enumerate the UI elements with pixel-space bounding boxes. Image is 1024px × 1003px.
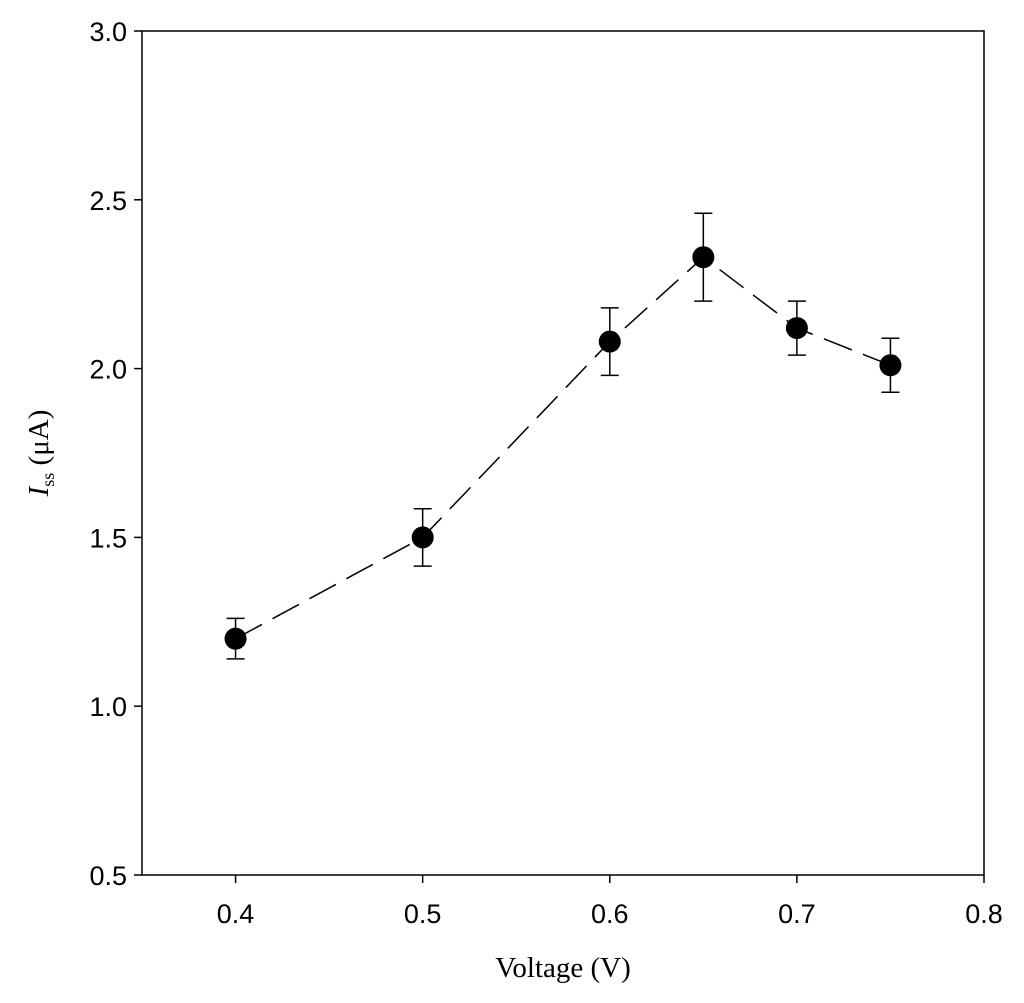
y-axis-unit: (μA) [23, 410, 55, 473]
y-tick-label: 0.5 [89, 861, 127, 891]
y-tick-label: 1.0 [89, 692, 127, 722]
plot-frame [141, 30, 985, 876]
y-tick-label: 2.0 [89, 355, 127, 385]
x-tick-label: 0.7 [778, 899, 816, 929]
x-axis-title: Voltage (V) [495, 952, 631, 984]
y-axis-symbol: I [23, 485, 55, 497]
x-axis-ticks: 0.4 0.5 0.6 0.7 0.8 [217, 875, 1003, 929]
y-tick-label: 3.0 [89, 17, 127, 47]
data-layer [224, 212, 902, 660]
x-tick-label: 0.4 [217, 899, 255, 929]
data-point [879, 354, 902, 377]
data-point [411, 526, 434, 549]
y-tick-label: 2.5 [89, 186, 127, 216]
data-point [692, 246, 715, 269]
y-axis-ticks: 0.5 1.0 1.5 2.0 2.5 3.0 [89, 17, 142, 891]
y-tick-label: 1.5 [89, 523, 127, 553]
x-tick-label: 0.6 [591, 899, 629, 929]
y-axis-subscript: ss [38, 473, 58, 487]
data-point [598, 330, 621, 353]
x-tick-label: 0.8 [965, 899, 1003, 929]
data-point [224, 627, 247, 650]
series-line [235, 256, 891, 640]
y-axis-title: Iss (μA) [23, 410, 58, 498]
data-point [785, 317, 808, 340]
x-tick-label: 0.5 [404, 899, 442, 929]
